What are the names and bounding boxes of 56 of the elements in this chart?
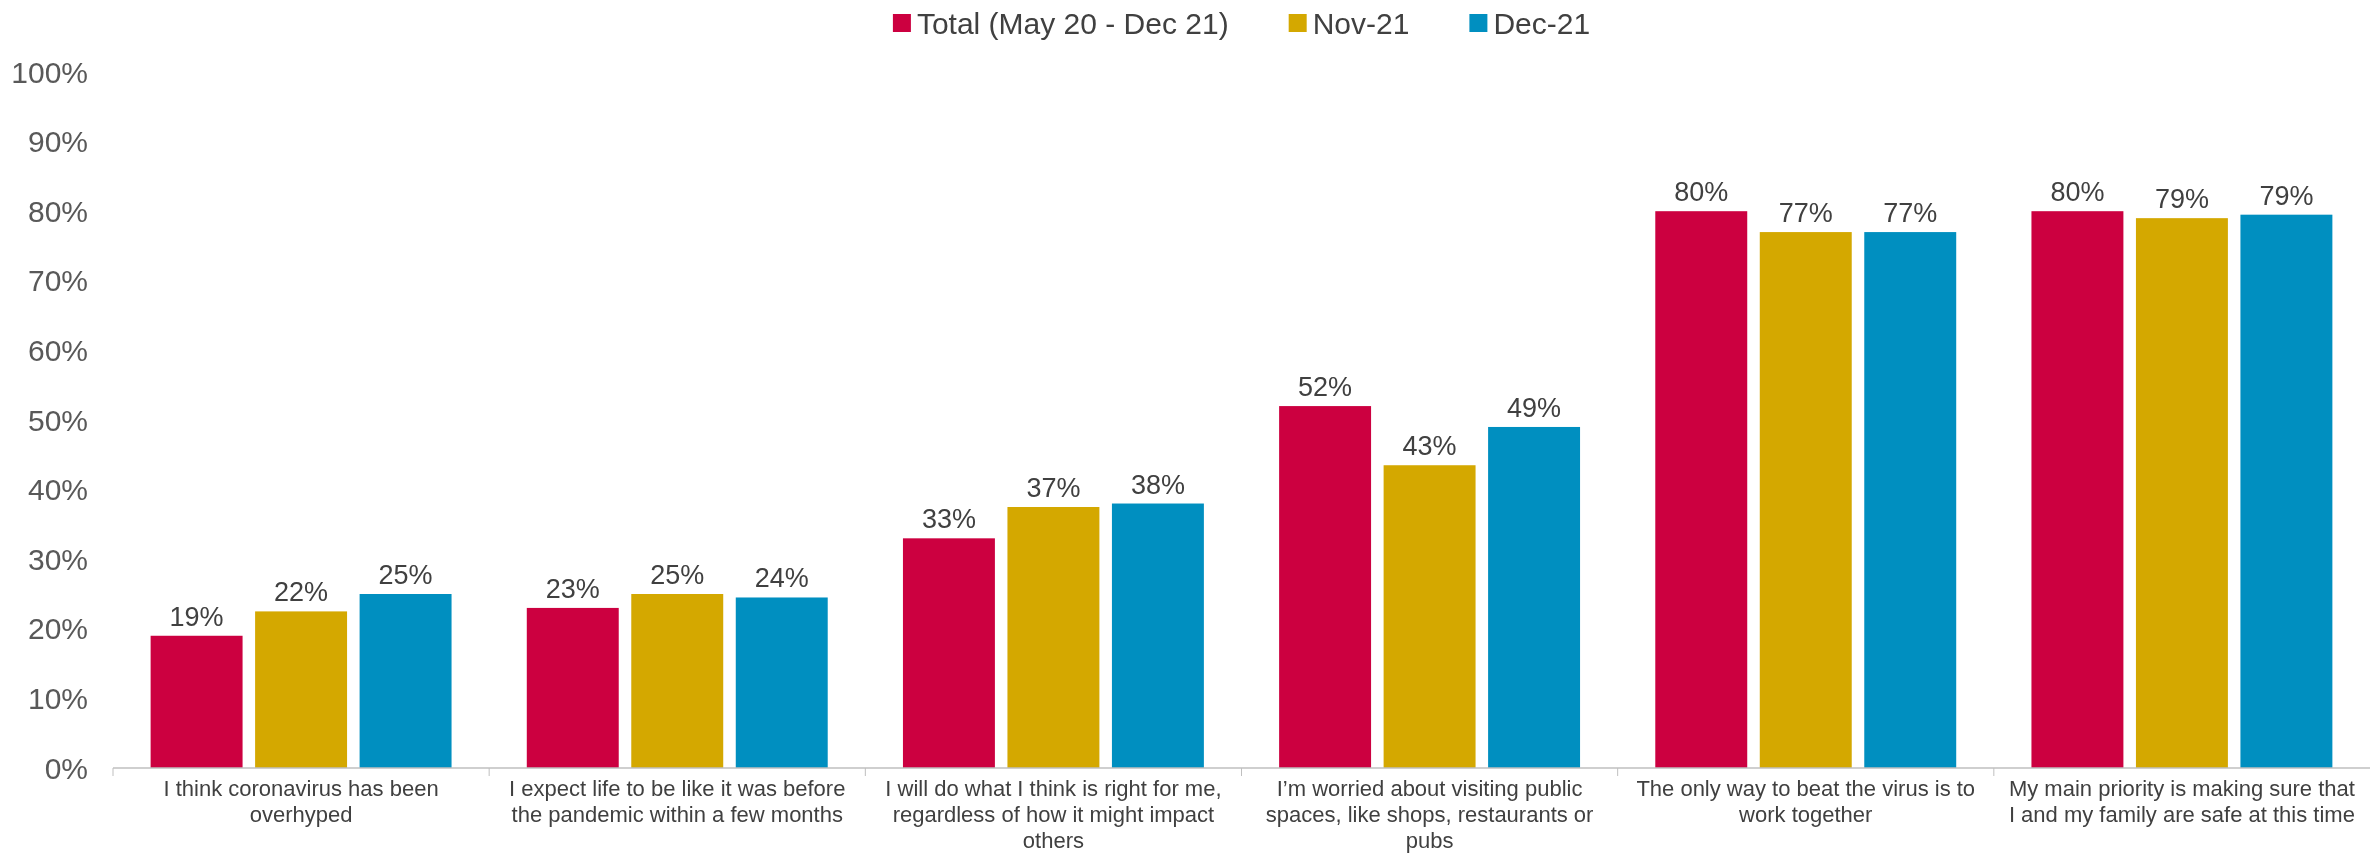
y-tick-label: 80%: [27, 194, 88, 228]
data-label: 52%: [1298, 372, 1353, 403]
data-label: 19%: [169, 601, 224, 632]
y-tick-label: 40%: [27, 473, 88, 507]
bar: [902, 538, 995, 768]
x-tick-label: I will do what I think is right for me, regardless of how it might impact others: [885, 776, 1222, 853]
bar: [2135, 218, 2228, 768]
y-tick-label: 60%: [27, 333, 88, 367]
data-label: 79%: [2259, 180, 2314, 211]
bar: [735, 597, 828, 768]
data-label: 43%: [1402, 431, 1457, 462]
data-label: 77%: [1778, 198, 1833, 229]
bar: [1759, 232, 1852, 768]
bar: [255, 611, 348, 768]
y-tick-label: 90%: [27, 125, 88, 159]
bar: [1488, 426, 1581, 768]
y-tick-label: 100%: [11, 55, 88, 89]
x-tick-label: The only way to beat the virus is to work together: [1636, 776, 1976, 827]
legend-label: Nov-21: [1312, 7, 1410, 40]
y-tick-label: 70%: [27, 264, 88, 298]
bar: [1279, 406, 1372, 768]
bar: [1864, 232, 1957, 768]
bar: [1007, 507, 1100, 768]
bar: [1383, 465, 1476, 768]
data-label: 80%: [2050, 177, 2105, 208]
x-tick-label: I think coronavirus has been overhyped: [163, 776, 439, 827]
y-tick-label: 10%: [27, 681, 88, 715]
data-label: 24%: [754, 563, 809, 594]
y-tick-label: 50%: [27, 403, 88, 437]
data-label: 38%: [1130, 469, 1185, 500]
bar: [359, 594, 452, 768]
data-label: 33%: [921, 504, 976, 535]
data-label: 22%: [274, 577, 329, 608]
y-tick-label: 20%: [27, 612, 88, 646]
bar: [150, 635, 243, 768]
bar: [2031, 211, 2124, 768]
data-label: 37%: [1026, 473, 1081, 503]
data-label: 80%: [1674, 177, 1729, 208]
legend-label: Dec-21: [1493, 7, 1591, 40]
y-tick-label: 30%: [27, 542, 88, 576]
bar: [1111, 503, 1204, 768]
bar: [526, 607, 619, 768]
data-label: 25%: [378, 560, 433, 590]
legend-label: Total (May 20 - Dec 21): [916, 7, 1229, 40]
y-tick-label: 0%: [44, 751, 88, 785]
data-label: 23%: [545, 573, 600, 604]
x-tick-label: I’m worried about visiting public spaces, like shops, restaurants or pubs: [1265, 776, 1594, 853]
bar: [1655, 211, 1748, 768]
data-label: 49%: [1507, 392, 1562, 423]
data-label: 79%: [2154, 184, 2209, 215]
data-label: 77%: [1883, 198, 1938, 229]
x-tick-label: My main priority is making sure that I and my family are safe at this time: [2008, 776, 2355, 827]
x-tick-label: I expect life to be like it was before the pandemic within a few months: [509, 776, 846, 827]
bar: [631, 594, 724, 768]
data-label: 25%: [650, 560, 705, 590]
bar: [2240, 214, 2333, 768]
